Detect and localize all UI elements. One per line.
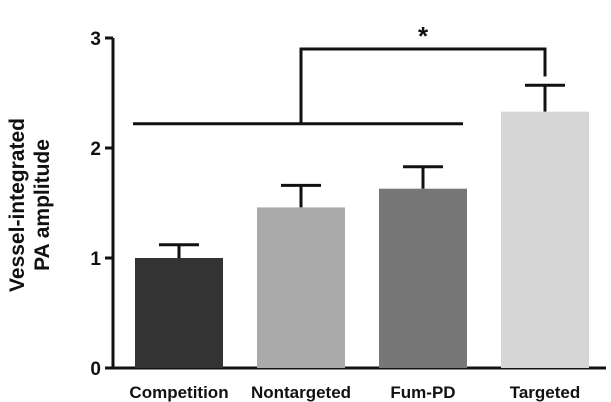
bar: [135, 258, 223, 368]
y-axis-title-line-1: Vessel-integrated: [6, 118, 29, 292]
plot-area: 0 1 2 3 Competition Nontargeted Fum-PD Targeted…: [90, 21, 606, 402]
y-tick-label: 3: [90, 29, 101, 50]
y-tick-label: 0: [90, 359, 101, 380]
x-category-label: Competition: [129, 383, 228, 402]
y-axis-title: Vessel-integrated PA amplitude: [6, 118, 54, 292]
x-category-label: Fum-PD: [390, 383, 455, 402]
significance-bracket: [299, 47, 547, 124]
x-category-label: Targeted: [510, 383, 581, 402]
bar: [501, 111, 589, 368]
bar: [257, 207, 345, 368]
y-tick-label: 1: [90, 249, 101, 270]
x-category-label: Nontargeted: [251, 383, 351, 402]
y-axis-title-line-2: PA amplitude: [31, 139, 54, 271]
bar: [379, 188, 467, 368]
significance-star: *: [418, 21, 429, 51]
y-tick-label: 2: [90, 139, 101, 160]
